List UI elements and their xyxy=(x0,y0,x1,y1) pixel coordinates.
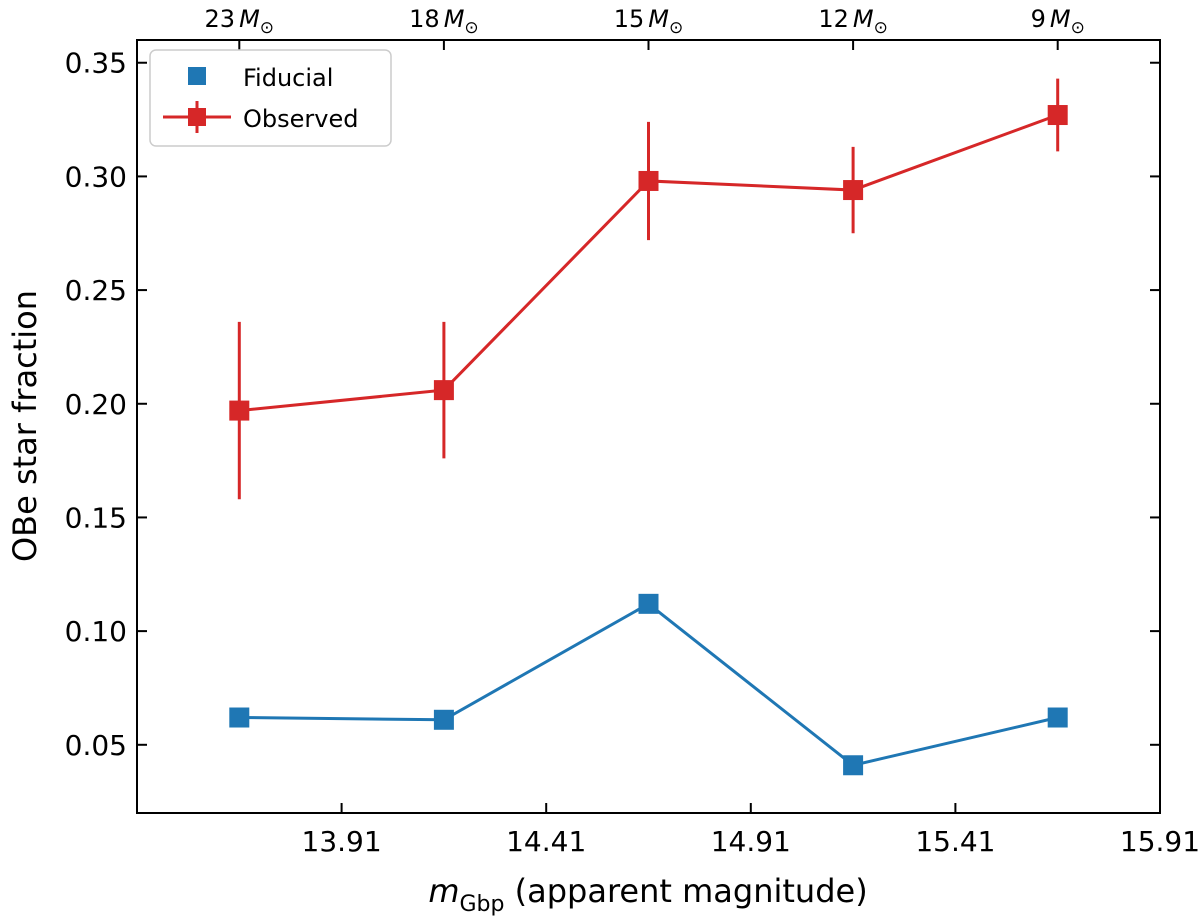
top-axis-label-sub: ⊙ xyxy=(464,18,478,38)
x-tick-label: 14.41 xyxy=(506,825,586,858)
top-axis-label: 12 M⊙ xyxy=(818,5,888,38)
top-axis-label-unit: M xyxy=(648,5,669,33)
legend-observed-marker xyxy=(188,108,206,126)
x-axis-title-rest: (apparent magnitude) xyxy=(504,872,867,910)
top-axis-label-sub: ⊙ xyxy=(1071,18,1085,38)
top-axis-label-unit: M xyxy=(444,5,465,33)
observed-point xyxy=(433,380,454,401)
legend-fiducial-label: Fiducial xyxy=(243,64,333,92)
top-axis-label-value: 15 xyxy=(614,5,645,33)
legend-box xyxy=(149,49,392,147)
observed-point xyxy=(229,400,250,421)
observed-point xyxy=(843,180,864,201)
fiducial-point xyxy=(229,707,250,728)
top-axis-label-sub: ⊙ xyxy=(669,18,683,38)
top-axis-label-unit: M xyxy=(1050,5,1071,33)
top-axis-label-sub: ⊙ xyxy=(874,18,888,38)
x-axis-title-sub: Gbp xyxy=(459,892,504,917)
x-axis-title: mGbp (apparent magnitude) xyxy=(428,872,867,917)
ticks-layer xyxy=(137,40,1161,813)
top-axis-label: 15 M⊙ xyxy=(614,5,684,38)
top-axis-label-value: 18 xyxy=(409,5,440,33)
fiducial-point xyxy=(843,755,864,776)
legend: Fiducial Observed xyxy=(149,49,392,147)
observed-point xyxy=(638,170,659,191)
top-axis-label-unit: M xyxy=(239,5,260,33)
top-axis-label-sub: ⊙ xyxy=(260,18,274,38)
fiducial-point xyxy=(1047,707,1068,728)
plot-frame xyxy=(136,39,1161,814)
fiducial-line xyxy=(239,602,1059,767)
top-axis-label-value: 9 xyxy=(1031,5,1046,33)
y-tick-label: 0.30 xyxy=(65,160,127,193)
observed-point xyxy=(1047,105,1068,126)
series-layer xyxy=(229,78,1068,776)
y-tick-label: 0.20 xyxy=(65,388,127,421)
x-tick-label: 14.91 xyxy=(711,825,791,858)
x-tick-label: 15.91 xyxy=(1120,825,1200,858)
top-axis-label: 9 M⊙ xyxy=(1031,5,1085,38)
labels-layer: 0.05 0.10 0.15 0.20 0.25 0.30 0.35 13.91 14.41 14… xyxy=(65,5,1200,858)
fiducial-point xyxy=(638,593,659,614)
top-axis-label: 18 M⊙ xyxy=(409,5,479,38)
x-tick-label: 15.41 xyxy=(915,825,995,858)
top-axis-label-value: 12 xyxy=(818,5,849,33)
y-tick-label: 0.35 xyxy=(65,47,127,80)
legend-observed-label: Observed xyxy=(243,105,358,133)
y-tick-label: 0.05 xyxy=(65,729,127,762)
x-tick-label: 13.91 xyxy=(302,825,382,858)
y-tick-label: 0.25 xyxy=(65,274,127,307)
top-axis-label-unit: M xyxy=(853,5,874,33)
top-axis-label-value: 23 xyxy=(205,5,236,33)
y-tick-label: 0.15 xyxy=(65,501,127,534)
fiducial-point xyxy=(433,709,454,730)
y-axis-title: OBe star fraction xyxy=(6,290,44,562)
x-axis-title-var: m xyxy=(428,872,459,910)
top-axis-label: 23 M⊙ xyxy=(205,5,275,38)
y-tick-label: 0.10 xyxy=(65,615,127,648)
legend-fiducial-marker xyxy=(188,67,206,85)
